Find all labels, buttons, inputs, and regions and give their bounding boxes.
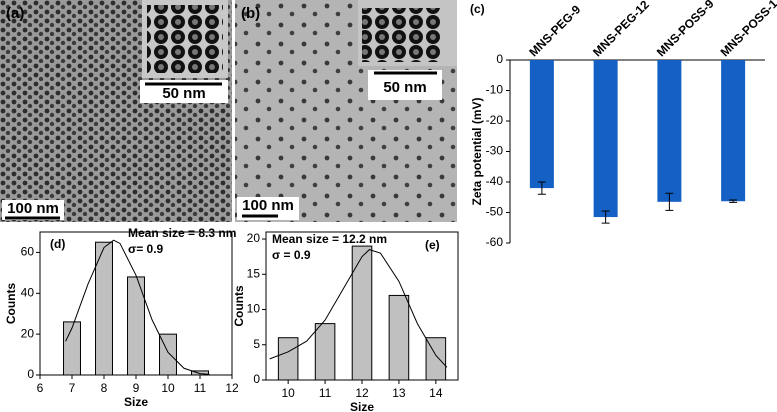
x-tick-label: MNS-PEG-12	[590, 0, 652, 59]
axis-label: Zeta potential (mV)	[470, 97, 484, 205]
error-bar	[729, 199, 738, 203]
bar	[425, 337, 447, 381]
y-tick-label: -50	[486, 205, 504, 219]
y-tick-label: -20	[486, 113, 504, 127]
x-tick-label: 12	[225, 381, 239, 395]
annotation: Mean size = 8.3 nm	[128, 226, 236, 240]
y-tick-label: 0	[496, 52, 503, 66]
bar	[529, 60, 554, 189]
y-tick-label: 0	[27, 367, 34, 381]
y-tick-label: 20	[247, 231, 261, 245]
panel-label: (c)	[470, 2, 485, 16]
error-bar	[537, 181, 546, 195]
x-tick-label: 9	[133, 381, 140, 395]
scale-label: 100 nm	[242, 197, 294, 214]
x-tick-label: MNS-POSS-12	[718, 0, 777, 59]
panel-label: (d)	[50, 237, 65, 251]
y-tick-label: -10	[486, 83, 504, 97]
axis-label: Size	[350, 400, 374, 412]
x-tick-label: 7	[69, 381, 76, 395]
bar	[127, 276, 145, 376]
annotation: Mean size = 12.2 nm	[272, 232, 387, 246]
bar	[95, 241, 113, 376]
fit-curve	[65, 239, 210, 375]
x-tick-label: 11	[319, 386, 332, 400]
annotation: σ= 0.9	[128, 242, 164, 256]
x-tick-label: MNS-POSS-9	[654, 0, 717, 59]
bar	[314, 323, 336, 381]
x-tick-label: 11	[194, 381, 207, 395]
annotation: σ = 0.9	[272, 248, 311, 262]
y-tick-label: 40	[21, 285, 35, 299]
y-tick-label: 5	[253, 337, 260, 351]
y-tick-label: -30	[486, 144, 504, 158]
x-tick-label: 6	[37, 381, 44, 395]
fit-curve	[269, 249, 448, 368]
error-bar	[601, 210, 610, 224]
bar	[277, 337, 299, 381]
y-tick-label: -40	[486, 174, 504, 188]
bar	[721, 60, 746, 202]
x-tick-label: 13	[392, 386, 406, 400]
bar	[593, 60, 618, 218]
panel-label: (e)	[425, 238, 440, 252]
y-tick-label: 60	[21, 245, 35, 259]
panel-label: (a)	[6, 5, 24, 22]
y-tick-label: 20	[21, 326, 35, 340]
axis-label: Counts	[232, 285, 246, 327]
x-tick-label: MNS-PEG-9	[526, 2, 583, 59]
y-tick-label: 15	[247, 266, 261, 280]
tem-image-b: (b) 50 nm 100 nm	[235, 0, 457, 222]
bar	[63, 321, 81, 376]
bar	[657, 60, 682, 202]
scale-label: 50 nm	[162, 85, 205, 102]
y-tick-label: 10	[247, 302, 261, 316]
error-bar	[665, 192, 674, 211]
scale-label: 100 nm	[7, 200, 59, 217]
bar	[351, 245, 373, 381]
x-tick-label: 10	[161, 381, 175, 395]
tem-image-a: (a) 50 nm 100 nm	[0, 0, 232, 222]
panel-label: (b)	[241, 5, 260, 22]
bar	[388, 294, 410, 381]
y-tick-label: -60	[486, 235, 504, 249]
x-tick-label: 12	[355, 386, 369, 400]
scale-label: 50 nm	[383, 79, 426, 96]
y-tick-label: 0	[253, 372, 260, 386]
x-tick-label: 10	[281, 386, 295, 400]
axis-label: Counts	[4, 283, 18, 325]
x-tick-label: 8	[101, 381, 108, 395]
axis-label: Size	[124, 395, 148, 409]
bar	[191, 370, 209, 376]
x-tick-label: 14	[429, 386, 443, 400]
